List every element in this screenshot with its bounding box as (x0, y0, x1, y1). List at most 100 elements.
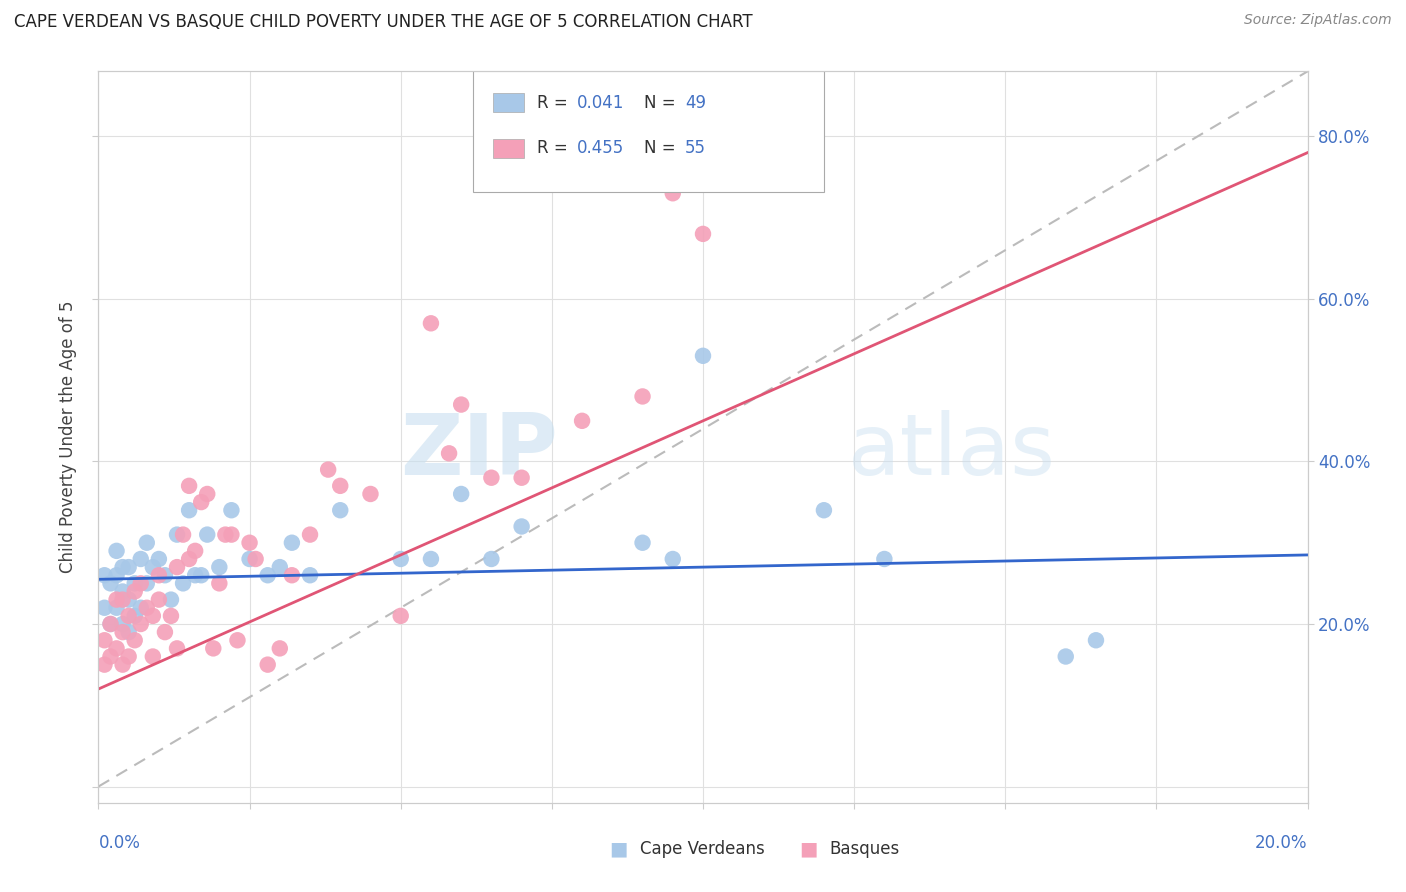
Point (93, 600, 115, 615)
Point (179, 479, 201, 493)
Text: 49: 49 (685, 94, 706, 112)
Point (142, 649, 165, 664)
Point (221, 503, 243, 517)
Point (124, 608, 146, 623)
Point (93, 657, 115, 672)
Point (256, 568, 278, 582)
Point (184, 544, 207, 558)
Point (166, 527, 188, 541)
Point (111, 560, 134, 574)
Point (129, 552, 152, 566)
Point (148, 568, 170, 582)
Point (389, 608, 412, 623)
Point (221, 527, 243, 541)
Point (214, 527, 236, 541)
Point (184, 568, 207, 582)
Point (100, 617, 122, 632)
Text: 20.0%: 20.0% (1256, 834, 1308, 852)
Point (437, 446, 460, 460)
Point (129, 600, 152, 615)
Text: ZIP: ZIP (401, 410, 558, 493)
Point (153, 625, 176, 640)
Point (1085, 633, 1108, 648)
Point (420, 316, 443, 330)
Point (208, 560, 231, 574)
Point (100, 649, 122, 664)
Point (316, 462, 339, 476)
Text: Source: ZipAtlas.com: Source: ZipAtlas.com (1244, 13, 1392, 28)
Point (135, 535, 157, 549)
Text: 0.455: 0.455 (578, 139, 624, 157)
Text: Basques: Basques (830, 840, 900, 858)
Point (105, 641, 128, 656)
Point (172, 527, 194, 541)
Point (481, 471, 503, 485)
Point (190, 495, 212, 509)
Point (118, 560, 141, 574)
Point (135, 600, 157, 615)
Point (281, 535, 304, 549)
Point (256, 657, 278, 672)
Point (105, 568, 128, 582)
Text: N =: N = (644, 139, 681, 157)
Text: R =: R = (537, 139, 574, 157)
Point (100, 617, 122, 632)
Point (571, 414, 593, 428)
Point (239, 552, 262, 566)
Point (124, 633, 146, 648)
Point (166, 560, 188, 574)
Text: ■: ■ (609, 839, 628, 859)
FancyBboxPatch shape (474, 71, 824, 192)
Point (281, 568, 304, 582)
Point (129, 576, 152, 591)
Text: atlas: atlas (848, 410, 1056, 493)
Text: 0.0%: 0.0% (98, 834, 141, 852)
Point (129, 617, 152, 632)
Point (111, 657, 134, 672)
Point (299, 527, 322, 541)
Point (226, 633, 249, 648)
Point (195, 527, 218, 541)
Point (105, 592, 128, 607)
Point (813, 503, 835, 517)
Point (105, 544, 128, 558)
FancyBboxPatch shape (492, 94, 524, 112)
Point (190, 568, 212, 582)
Point (239, 535, 262, 549)
Point (160, 608, 183, 623)
Point (111, 625, 134, 640)
Text: ■: ■ (799, 839, 818, 859)
Point (692, 227, 714, 241)
Point (692, 349, 714, 363)
Point (124, 576, 146, 591)
Point (118, 608, 141, 623)
Point (179, 552, 201, 566)
Text: Cape Verdeans: Cape Verdeans (640, 840, 765, 858)
Text: 55: 55 (685, 139, 706, 157)
Point (148, 552, 170, 566)
Point (873, 552, 896, 566)
Point (100, 576, 122, 591)
Point (118, 649, 141, 664)
Point (299, 568, 322, 582)
Text: CAPE VERDEAN VS BASQUE CHILD POVERTY UNDER THE AGE OF 5 CORRELATION CHART: CAPE VERDEAN VS BASQUE CHILD POVERTY UND… (14, 13, 752, 31)
Point (602, 88, 624, 103)
Text: R =: R = (537, 94, 574, 112)
Point (179, 503, 201, 517)
Text: N =: N = (644, 94, 681, 112)
Point (450, 398, 472, 412)
Point (142, 608, 165, 623)
Point (450, 487, 472, 501)
Point (510, 471, 533, 485)
Point (329, 503, 352, 517)
Point (93, 568, 115, 582)
Point (93, 633, 115, 648)
Point (124, 584, 146, 599)
Point (172, 576, 194, 591)
Point (269, 560, 291, 574)
Point (148, 592, 170, 607)
Text: 0.041: 0.041 (578, 94, 624, 112)
Point (135, 576, 157, 591)
Point (389, 552, 412, 566)
Point (269, 641, 291, 656)
